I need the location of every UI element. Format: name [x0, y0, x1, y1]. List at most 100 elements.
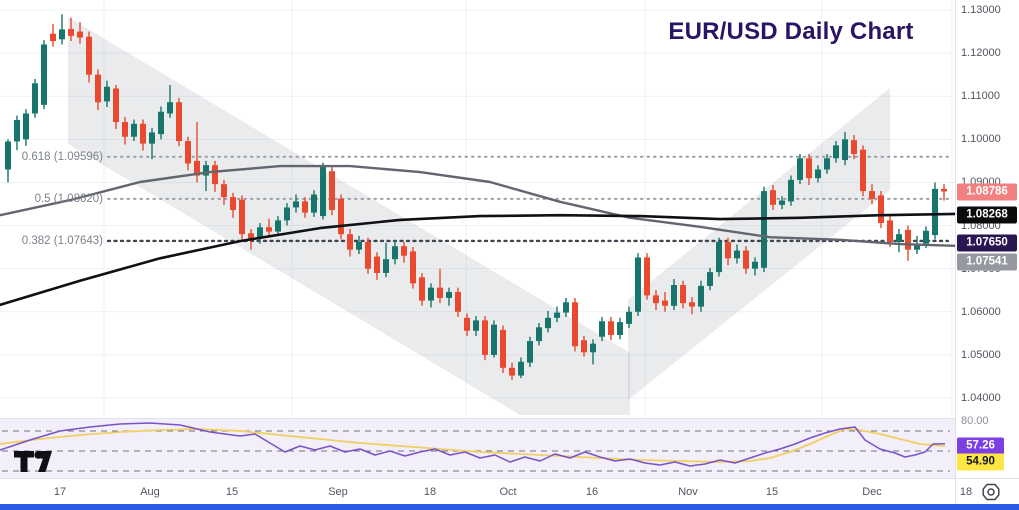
candle	[239, 195, 245, 240]
candle	[437, 268, 443, 304]
x-axis-label: 18	[423, 486, 437, 498]
x-axis-label: Aug	[140, 486, 160, 498]
candle	[761, 186, 767, 273]
candle	[545, 310, 551, 333]
x-axis-label: 15	[225, 486, 239, 498]
candle	[887, 216, 893, 248]
y-axis-label: 1.11000	[961, 90, 1000, 103]
candle	[707, 267, 713, 291]
candle	[428, 283, 434, 308]
candle	[725, 237, 731, 266]
candle	[599, 316, 605, 342]
y-axis-label: 1.06000	[961, 305, 1001, 318]
candle	[716, 237, 722, 277]
candle	[527, 336, 533, 367]
candle	[104, 80, 110, 107]
candle	[284, 203, 290, 226]
candle	[635, 253, 641, 317]
y-axis-label: 1.13000	[961, 4, 1001, 16]
candle	[167, 85, 173, 118]
candle	[383, 242, 389, 278]
fib-label: 0.382 (1.07643)	[21, 234, 103, 247]
candle	[851, 135, 857, 160]
candle	[356, 235, 362, 255]
candle	[878, 191, 884, 229]
time-axis[interactable]: 17 Aug 15 Sep 18 Oct 16 Nov 15 Dec 18	[0, 479, 972, 504]
candle	[257, 222, 263, 244]
candle	[581, 335, 587, 357]
sma-gray-line[interactable]	[0, 164, 957, 248]
candle	[23, 109, 29, 146]
tradingview-logo[interactable]	[14, 451, 52, 477]
candle	[833, 141, 839, 163]
candle	[590, 339, 596, 365]
candle	[5, 139, 11, 183]
candle	[500, 325, 506, 373]
candle	[491, 320, 497, 358]
candle	[572, 297, 578, 352]
x-axis-label: 16	[585, 486, 599, 498]
price-axis[interactable]: 1.13000 1.12000 1.11000 1.10000 1.09000 1.080…	[956, 0, 1019, 478]
candle	[473, 316, 479, 336]
x-axis-label: 15	[765, 486, 779, 498]
candle	[140, 119, 146, 151]
candle	[896, 228, 902, 253]
candle	[41, 40, 47, 110]
x-axis-label: Dec	[862, 486, 882, 498]
candle	[158, 106, 164, 140]
candle	[320, 162, 326, 220]
candle	[509, 362, 515, 380]
sma-black-line[interactable]	[0, 212, 957, 307]
candle	[419, 272, 425, 306]
candle	[680, 280, 686, 309]
gridlines	[0, 0, 955, 478]
candle	[194, 122, 200, 183]
candle	[860, 145, 866, 197]
x-axis-label: 18	[959, 486, 973, 498]
y-axis-label: 1.04000	[961, 391, 1001, 404]
candle	[374, 252, 380, 280]
candle	[815, 165, 821, 183]
candle	[14, 115, 20, 151]
candle	[32, 78, 38, 118]
badge-rsi-ma-value: 54.90	[957, 453, 1004, 471]
candle	[770, 185, 776, 211]
x-axis-label: Nov	[678, 486, 698, 498]
candle	[221, 179, 227, 205]
y-axis-label: 1.12000	[961, 47, 1001, 60]
candle	[365, 237, 371, 274]
candle	[662, 291, 668, 312]
price-badge-last-price: 1.08786	[957, 183, 1017, 201]
rsi-indicator[interactable]	[0, 422, 950, 472]
candle	[653, 290, 659, 311]
candle	[275, 216, 281, 236]
chart-title: EUR/USD Daily Chart	[668, 18, 914, 45]
y-axis-label: 1.10000	[961, 133, 1001, 146]
rsi-ma-line[interactable]	[0, 428, 946, 463]
candle	[563, 297, 569, 317]
candle	[617, 317, 623, 340]
descending-channel[interactable]	[68, 17, 630, 415]
candle	[698, 280, 704, 312]
rsi-line[interactable]	[0, 422, 946, 467]
candle	[59, 14, 65, 45]
candle	[797, 153, 803, 185]
candle	[149, 128, 155, 160]
candle	[266, 218, 272, 237]
x-axis-label: Oct	[499, 486, 517, 498]
candlesticks-layer[interactable]	[5, 14, 947, 380]
settings-icon[interactable]	[980, 481, 1002, 503]
candle	[311, 190, 317, 217]
candle	[869, 184, 875, 204]
candle	[329, 166, 335, 216]
candle	[464, 313, 470, 336]
candle	[788, 175, 794, 206]
rsi-panel[interactable]	[0, 419, 955, 478]
candle	[338, 194, 344, 240]
candle	[752, 257, 758, 276]
candle	[932, 182, 938, 240]
ascending-channel[interactable]	[628, 88, 890, 400]
